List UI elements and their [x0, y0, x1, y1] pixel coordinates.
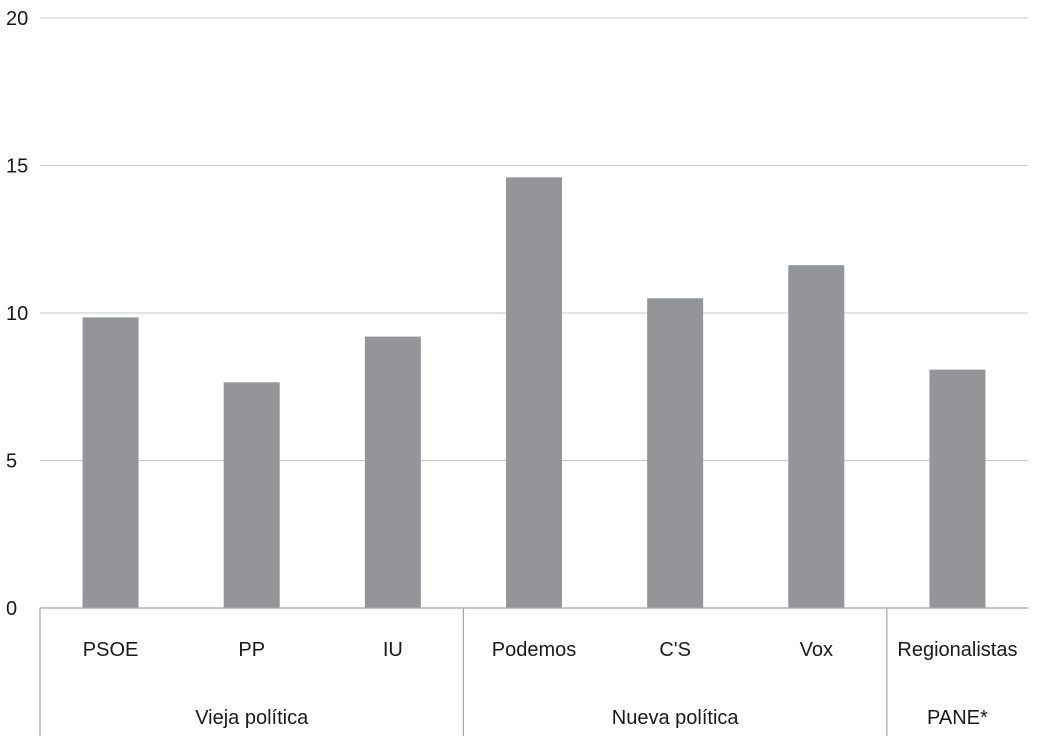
category-label: Podemos — [492, 639, 577, 661]
bar-vox — [788, 265, 845, 608]
bar-c-s — [647, 298, 704, 608]
bar-podemos — [506, 177, 562, 609]
bar-psoe — [82, 317, 139, 608]
y-tick-label: 20 — [6, 8, 28, 30]
y-tick-label: 5 — [6, 451, 17, 473]
category-label: Regionalistas — [897, 639, 1017, 661]
y-tick-label: 0 — [6, 598, 17, 620]
bar-pp — [223, 382, 280, 608]
category-labels: PSOE PP IU Podemos C'S Vox Regionalistas — [83, 639, 1018, 661]
bar-regionalistas — [929, 369, 986, 608]
axes — [39, 607, 1028, 736]
bar-iu — [364, 336, 421, 608]
group-label: Nueva política — [612, 707, 740, 729]
category-label: PP — [238, 639, 265, 661]
category-label: Vox — [800, 639, 833, 661]
category-label: PSOE — [83, 639, 139, 661]
category-label: C'S — [659, 639, 691, 661]
group-labels: Vieja política Nueva política PANE* — [195, 707, 988, 729]
category-label: IU — [383, 639, 403, 661]
group-label: Vieja política — [195, 707, 309, 729]
bars — [82, 177, 986, 609]
y-tick-labels: 0 5 10 15 20 — [6, 8, 28, 620]
y-tick-label: 10 — [6, 303, 28, 325]
group-label: PANE* — [927, 707, 988, 729]
y-tick-label: 15 — [6, 156, 28, 178]
